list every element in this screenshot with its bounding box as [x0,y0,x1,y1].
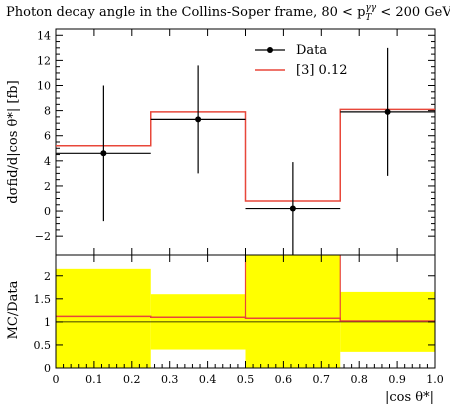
x-tick-label: 0.8 [350,373,368,386]
main-y-tick-label: 8 [44,105,51,118]
main-y-tick-label: 2 [44,180,51,193]
data-point [245,162,341,255]
legend-label-data: Data [296,43,327,58]
model-series-line [56,108,435,202]
chart-title-text: Photon decay angle in the Collins-Soper … [6,5,365,20]
ratio-y-tick-label: 1 [44,316,51,329]
chart-title: Photon decay angle in the Collins-Soper … [6,3,450,23]
data-point-marker [100,150,107,157]
x-tick-label: 0.7 [313,373,331,386]
main-model-histogram [56,108,435,202]
ratio-y-tick-label: 2 [44,270,51,283]
ratio-y-tick-label: 0.5 [34,339,52,352]
legend-marker-data [267,47,273,53]
x-tick-label: 0 [53,373,60,386]
main-y-tick-label: −2 [35,230,51,243]
legend-label-model: [3] 0.12 [296,63,348,78]
chart-title-sup: γγ [365,3,376,13]
svg-text:Photon decay angle in the Coll: Photon decay angle in the Collins-Soper … [6,3,450,23]
x-tick-label: 0.3 [161,373,179,386]
main-data-points [56,47,435,255]
x-tick-label: 0.1 [85,373,103,386]
ratio-model-histogram [56,255,435,322]
ratio-y-ticks: 0 0.5 1 1.5 2 [34,270,435,375]
main-y-tick-label: 10 [37,80,51,93]
x-tick-label: 0.9 [388,373,406,386]
main-y-ticks: −2 0 2 4 6 8 10 12 14 [35,29,436,255]
chart-title-sub: T [365,13,372,23]
data-point [150,65,246,174]
data-point-marker [384,108,391,115]
ratio-y-tick-label: 1.5 [34,293,52,306]
main-y-tick-label: 6 [44,130,51,143]
main-y-tick-label: 12 [37,54,51,67]
data-point-marker [289,205,296,212]
ratio-y-tick-label: 0 [44,362,51,375]
x-tick-label: 0.4 [199,373,217,386]
main-y-tick-label: 4 [44,155,51,168]
ratio-y-axis-label: MC/Data [6,280,21,339]
ratio-panel: 0 0.5 1 1.5 2 0 0.1 0.2 0.3 0.4 0.5 0.6 0.7 0.8 0.9 1.… [6,254,444,405]
legend-item-data: Data [255,43,327,58]
main-y-axis-label: dσfid/d|cos θ*| [fb] [6,80,21,203]
x-tick-label: 0.2 [123,373,141,386]
legend: Data [3] 0.12 [255,43,348,78]
data-point-marker [195,116,202,123]
legend-item-model: [3] 0.12 [255,63,348,78]
main-y-tick-label: 14 [37,29,51,42]
x-tick-label: 0.5 [237,373,255,386]
main-y-tick-label: 0 [44,205,51,218]
main-panel: −2 0 2 4 6 8 10 12 14 dσfid/d|cos θ*| [fb] [6,28,436,256]
ratio-band-bin [245,255,341,368]
x-axis-label: |cos θ*| [385,390,434,405]
ratio-band-bin [56,268,151,368]
x-tick-label: 1.0 [426,373,444,386]
data-point [340,47,435,176]
data-point [56,85,151,222]
chart-title-tail: < 200 GeV [376,5,450,20]
ratio-x-ticks: 0 0.1 0.2 0.3 0.4 0.5 0.6 0.7 0.8 0.9 1.0 [53,255,444,386]
x-tick-label: 0.6 [275,373,293,386]
